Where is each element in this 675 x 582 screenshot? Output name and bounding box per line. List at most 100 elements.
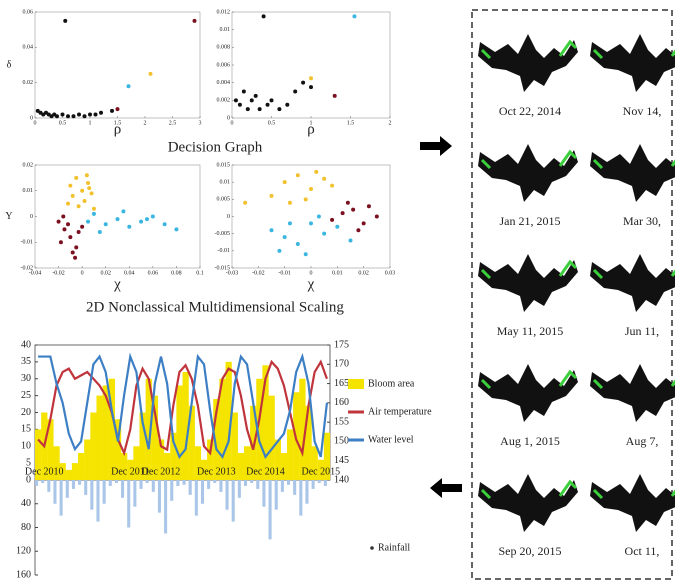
point (303, 252, 308, 257)
x-tick-label: -0.01 (278, 270, 291, 276)
y2-tick-label: 175 (334, 339, 349, 350)
x-tick-label: 1 (89, 120, 92, 126)
point (121, 209, 126, 214)
rain-bar (231, 480, 235, 522)
area-bar (225, 361, 232, 480)
point (253, 93, 258, 98)
map-date: May 11, 2015 (497, 324, 564, 338)
rain-bar (35, 480, 39, 486)
area-bar (96, 395, 103, 480)
point (269, 98, 274, 103)
area-bar (268, 395, 275, 480)
point (287, 200, 292, 205)
rain-bar (84, 480, 88, 495)
point (295, 173, 300, 178)
x-axis-label: ρ (114, 121, 122, 137)
point (93, 112, 98, 117)
point (74, 175, 79, 180)
area-bar (219, 378, 226, 480)
lake-map (476, 32, 580, 94)
map-date: Aug 1, 2015 (500, 434, 560, 448)
map-date: Nov 14, (623, 104, 662, 118)
x-category-label: Dec 2011 (111, 466, 149, 477)
point (162, 222, 167, 227)
area-bar (133, 446, 140, 480)
point (73, 255, 78, 260)
lake-map (588, 32, 675, 94)
y2-tick-label: 170 (334, 359, 349, 370)
lake-map (588, 472, 675, 534)
point (80, 188, 85, 193)
rain-bar (237, 480, 241, 498)
y-tick-label: 20 (21, 407, 31, 418)
x-axis-label: χ (113, 276, 121, 292)
y-axis-label: Υ (5, 211, 12, 222)
area-bar (274, 439, 281, 480)
point (309, 221, 313, 226)
rain-bar (164, 480, 168, 534)
lake-map (476, 252, 580, 314)
map-date: Mar 30, (623, 214, 661, 228)
point (269, 228, 274, 233)
rain-bar (219, 480, 223, 492)
point (82, 199, 87, 204)
point (277, 107, 282, 112)
rain-bar (207, 480, 211, 489)
y2-tick-label: 160 (334, 397, 349, 408)
point (192, 18, 197, 23)
rain-bar (127, 480, 131, 528)
y-tick-label: 0.01 (220, 27, 231, 33)
area-bar (213, 399, 220, 480)
y-tick-label: 0.006 (217, 62, 231, 68)
rain-bar (78, 480, 82, 485)
legend-swatch (370, 546, 374, 550)
y-tick-label: 0.01 (23, 188, 34, 194)
point (71, 114, 76, 119)
y-tick-label: -0.01 (21, 240, 34, 246)
y-tick-label: 0.002 (217, 98, 231, 104)
point (66, 201, 70, 206)
legend-label: Water level (368, 434, 414, 445)
rain-bar (145, 480, 149, 483)
x-category-label: Dec 2013 (197, 466, 236, 477)
y-tick-label: -0.01 (218, 248, 231, 254)
y-tick-label: 40 (21, 339, 31, 350)
rain-bar (108, 480, 112, 486)
point (144, 217, 149, 222)
point (126, 84, 131, 89)
x-tick-label: 0 (310, 270, 313, 276)
point (316, 214, 321, 219)
y3-tick-label: 160 (16, 569, 31, 580)
y2-tick-label: 150 (334, 436, 349, 447)
point (70, 250, 75, 255)
point (243, 200, 248, 205)
area-bar (139, 412, 146, 480)
y-tick-label: -0.005 (215, 231, 231, 237)
point (127, 224, 132, 229)
x-tick-label: -0.04 (29, 270, 42, 276)
rain-bar (280, 480, 284, 492)
y-tick-label: 5 (26, 457, 31, 468)
point (257, 107, 262, 112)
point (91, 211, 96, 216)
area-bar (200, 459, 208, 480)
point (361, 221, 366, 226)
series-line (38, 352, 329, 460)
y2-tick-label: 165 (334, 378, 349, 389)
rain-bar (274, 480, 278, 510)
point (282, 235, 287, 240)
lake-map (476, 472, 580, 534)
point (55, 114, 59, 119)
rain-bar (157, 480, 161, 513)
point (115, 107, 120, 112)
rain-bar (317, 480, 321, 483)
rain-bar (293, 480, 297, 495)
y-axis-label: δ (7, 59, 12, 70)
legend-label: Bloom area (368, 378, 415, 389)
area-bar (71, 463, 79, 480)
point (309, 76, 313, 81)
area-bar (59, 463, 66, 480)
point (97, 229, 102, 234)
y-tick-label: 0.008 (217, 45, 231, 51)
plot-frame (34, 164, 201, 269)
